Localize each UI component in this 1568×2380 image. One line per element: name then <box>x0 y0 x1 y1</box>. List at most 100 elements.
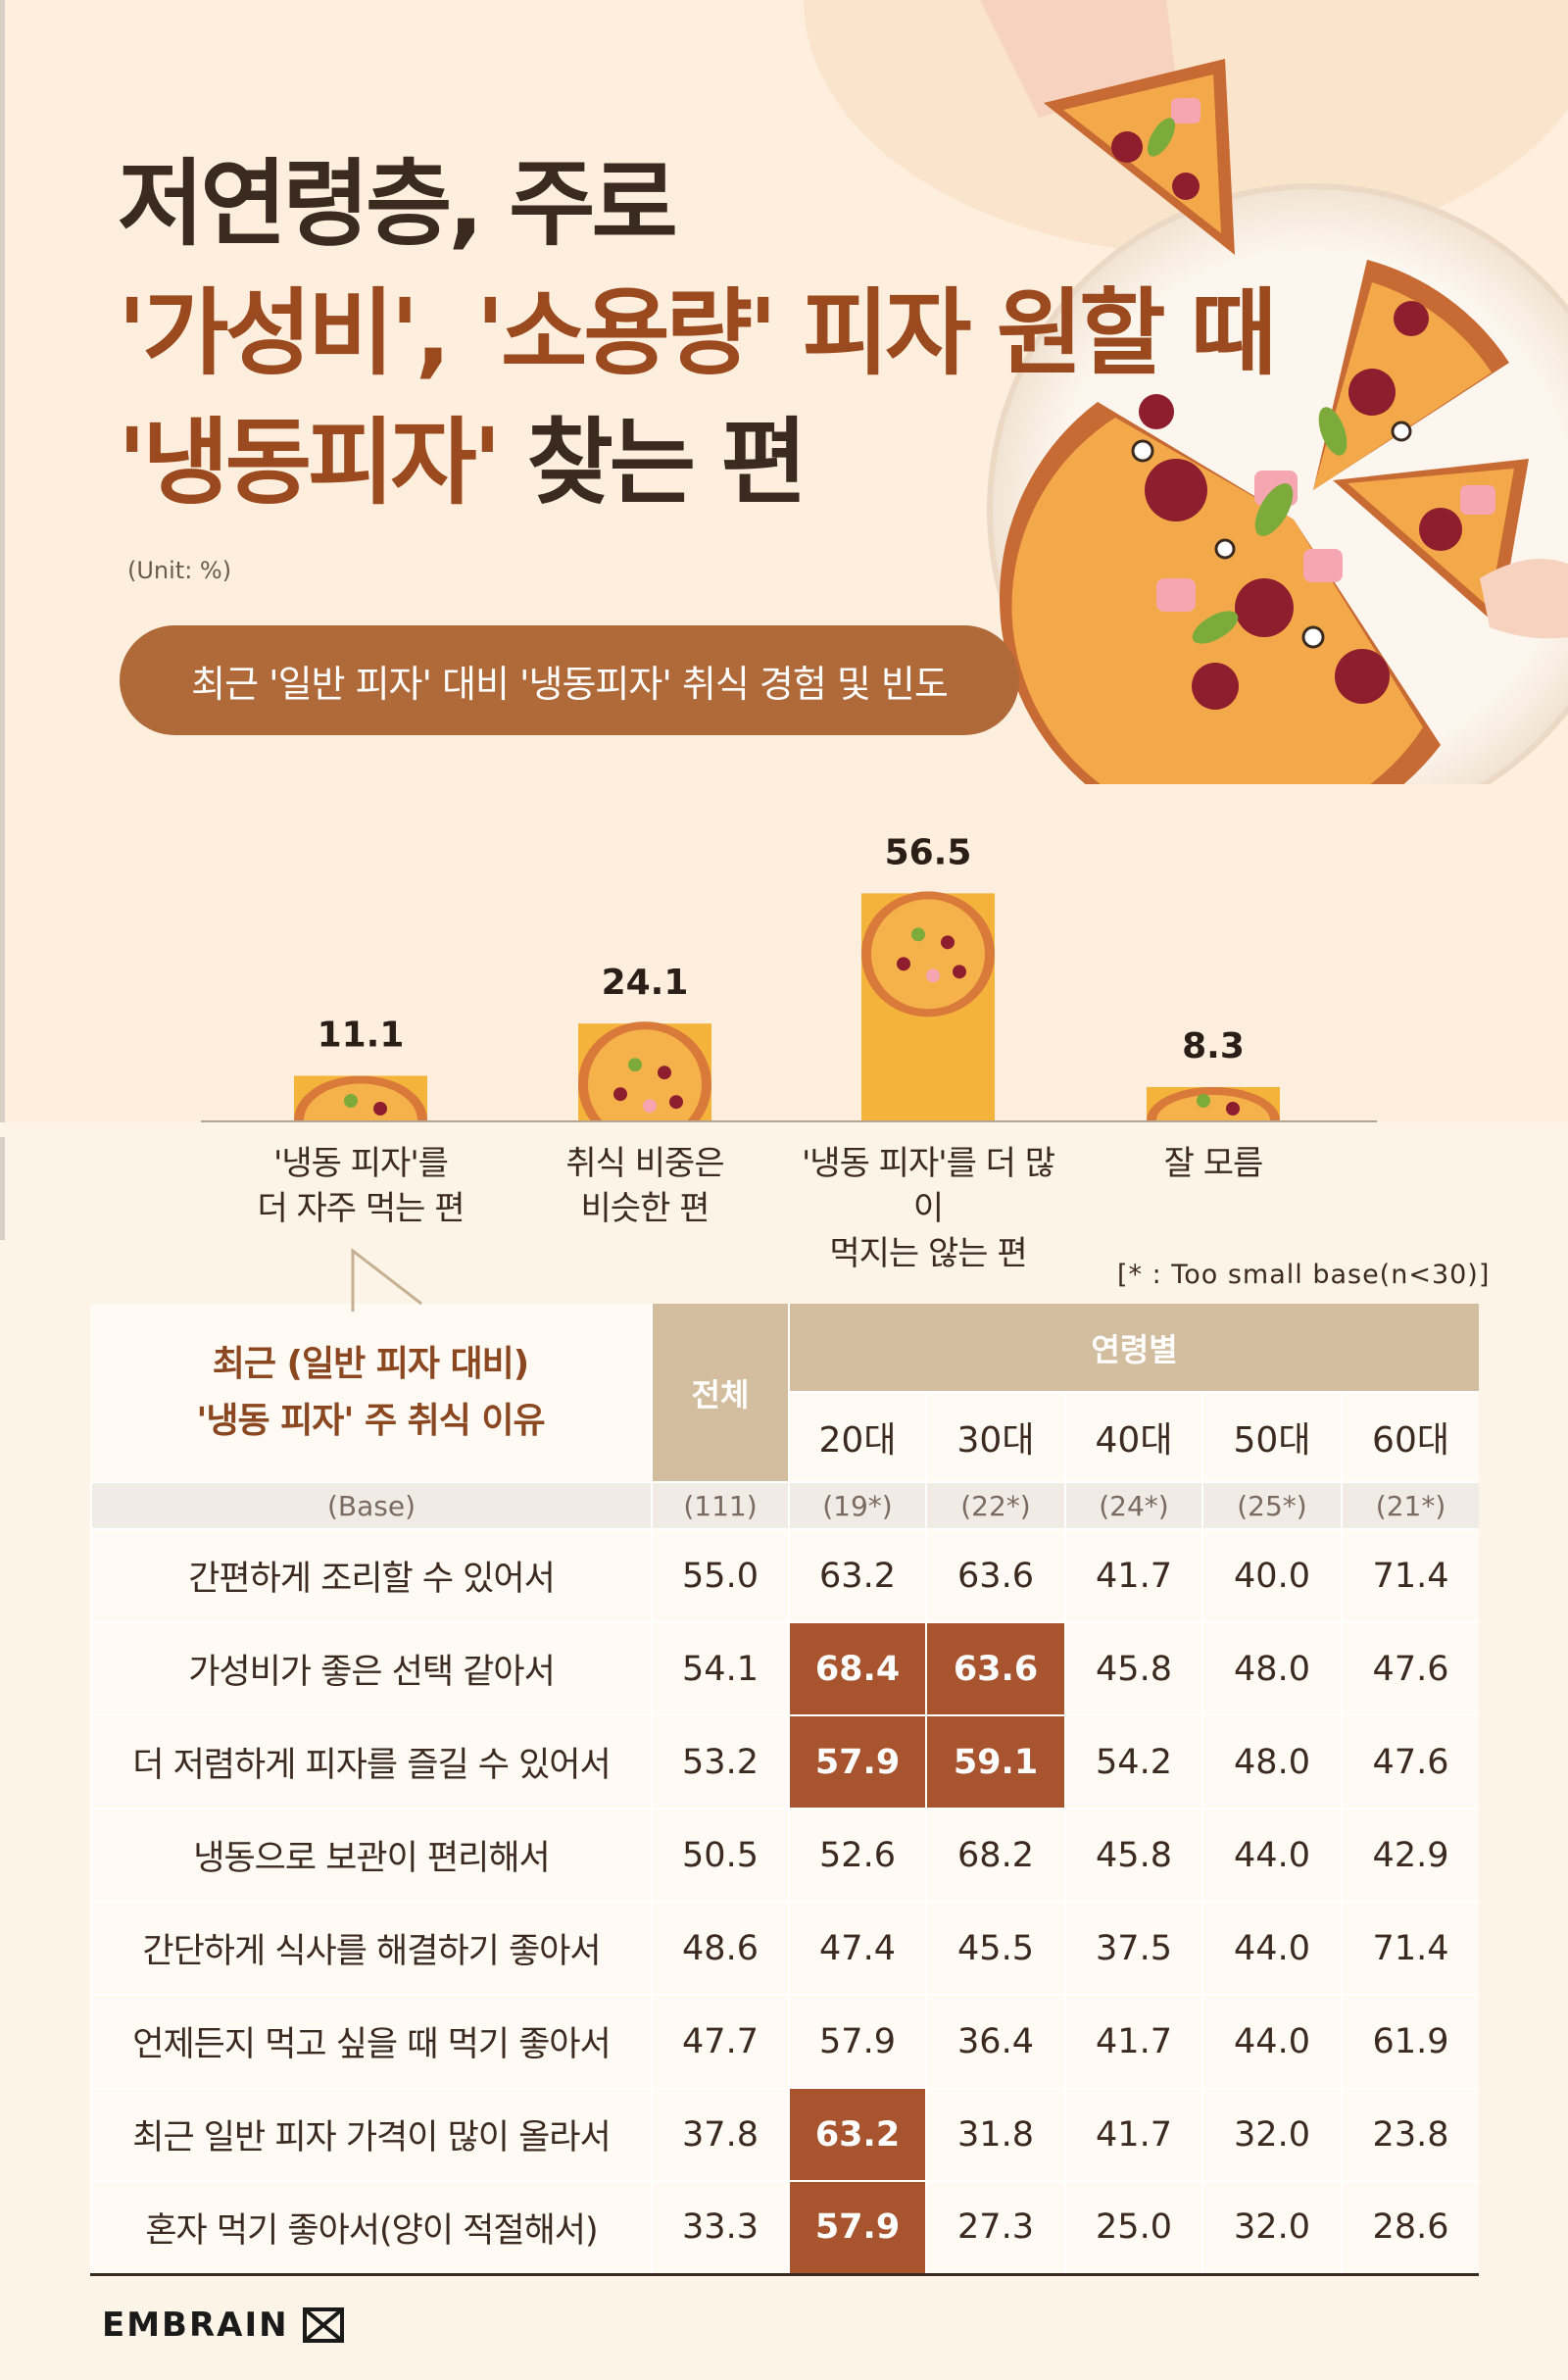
table-cell: 32.0 <box>1201 2181 1342 2276</box>
age-column-header: 50대 <box>1201 1392 1342 1483</box>
table-cell: 68.4 <box>788 1622 926 1716</box>
left-edge-strip <box>0 0 5 1240</box>
table-cell: 45.8 <box>1064 1809 1202 1903</box>
table-cell: 57.9 <box>788 1715 926 1810</box>
baseline-mask <box>0 1122 1568 1137</box>
table-cell: 53.2 <box>651 1715 789 1810</box>
pizza-illustration-icon <box>980 0 1568 784</box>
table-row: 간편하게 조리할 수 있어서 55.0 63.2 63.6 41.7 40.0 71.4 <box>90 1529 1480 1623</box>
table-cell: 44.0 <box>1201 1809 1342 1903</box>
table-cell: 50.5 <box>651 1809 789 1903</box>
small-base-note: [* : Too small base(n<30)] <box>1117 1260 1491 1290</box>
row-label: 혼자 먹기 좋아서(양이 적절해서) <box>90 2181 652 2276</box>
topping <box>373 1102 387 1116</box>
topping <box>344 1094 358 1108</box>
row-label: 언제든지 먹고 싶을 때 먹기 좋아서 <box>90 1995 652 2089</box>
topping <box>669 1095 683 1110</box>
table-cell: 23.8 <box>1340 2088 1480 2182</box>
age-header-row: 20대 30대 40대 50대 60대 <box>91 1392 1480 1483</box>
table-cell: 45.8 <box>1064 1622 1202 1716</box>
table-row: 간단하게 식사를 해결하기 좋아서 48.6 47.4 45.5 37.5 44.0 71.… <box>90 1902 1480 1996</box>
base-value: (25*) <box>1201 1482 1342 1530</box>
table-cell: 47.4 <box>788 1902 926 1996</box>
title-line-3: '냉동피자' 찾는 편 <box>118 416 808 510</box>
row-label: 최근 일반 피자 가격이 많이 올라서 <box>90 2088 652 2182</box>
category-label: 취식 비중은 비슷한 편 <box>565 1144 724 1228</box>
age-column-header: 30대 <box>925 1392 1065 1483</box>
row-label: 간편하게 조리할 수 있어서 <box>90 1529 652 1623</box>
table-cell: 48.0 <box>1201 1715 1342 1810</box>
table-cell: 37.8 <box>651 2088 789 2182</box>
age-column-header: 60대 <box>1340 1392 1480 1483</box>
section-pill: 최근 '일반 피자' 대비 '냉동피자' 취식 경험 및 빈도 <box>120 625 1019 735</box>
table-cell: 41.7 <box>1064 1995 1202 2089</box>
table-row: 혼자 먹기 좋아서(양이 적절해서) 33.3 57.9 27.3 25.0 32.0 28… <box>90 2181 1480 2276</box>
unit-label: (Unit: %) <box>127 557 232 584</box>
table-cell: 54.1 <box>651 1622 789 1716</box>
table-cell: 37.5 <box>1064 1902 1202 1996</box>
table-cell: 32.0 <box>1201 2088 1342 2182</box>
table-cell: 27.3 <box>925 2181 1065 2276</box>
callout-line-2: '냉동 피자' 주 취식 이유 <box>196 1401 545 1441</box>
table-cell: 40.0 <box>1201 1529 1342 1623</box>
topping <box>953 965 966 979</box>
table-cell: 41.7 <box>1064 2088 1202 2182</box>
title-line-1: 저연령층, 주로 <box>118 149 678 259</box>
bar-chart: 11.1 24.1 56.5 8.3 <box>0 832 1568 1137</box>
table-cell: 55.0 <box>651 1529 789 1623</box>
title-line-2: '가성비', '소용량' 피자 원할 때 <box>118 278 1277 388</box>
title-line-3-accent: '냉동피자' <box>118 408 502 518</box>
age-group-header: 연령별 <box>787 1304 1480 1393</box>
baseline <box>201 1120 1377 1122</box>
table-cell: 44.0 <box>1201 1902 1342 1996</box>
table-cell: 57.9 <box>788 1995 926 2089</box>
base-value: (24*) <box>1064 1482 1202 1530</box>
base-value: (111) <box>651 1482 789 1530</box>
table-row: 냉동으로 보관이 편리해서 50.5 52.6 68.2 45.8 44.0 42.9 <box>90 1809 1480 1903</box>
topping <box>628 1058 642 1072</box>
base-value: (21*) <box>1340 1482 1480 1530</box>
table-cell: 31.8 <box>925 2088 1065 2182</box>
table-cell: 59.1 <box>925 1715 1065 1810</box>
table-cell: 47.6 <box>1340 1622 1480 1716</box>
callout-pointer <box>351 1247 422 1312</box>
table-cell: 36.4 <box>925 1995 1065 2089</box>
reasons-table: 전체 연령별 20대 30대 40대 50대 60대 (Base) (111) (19*)(… <box>90 1304 1480 2276</box>
table-cell: 47.7 <box>651 1995 789 2089</box>
age-column-header: 20대 <box>788 1392 926 1483</box>
table-cell: 52.6 <box>788 1809 926 1903</box>
base-label: (Base) <box>90 1482 652 1530</box>
table-cell: 48.6 <box>651 1902 789 1996</box>
bar-value-label: 11.1 <box>318 1015 405 1055</box>
table-cell: 33.3 <box>651 2181 789 2276</box>
table-body: 간편하게 조리할 수 있어서 55.0 63.2 63.6 41.7 40.0 71.4 가성… <box>90 1529 1480 2276</box>
category-label: '냉동 피자'를 더 자주 먹는 편 <box>257 1144 465 1228</box>
table-cell: 45.5 <box>925 1902 1065 1996</box>
base-value: (22*) <box>925 1482 1065 1530</box>
table-cell: 41.7 <box>1064 1529 1202 1623</box>
callout-line-1: 최근 (일반 피자 대비) <box>212 1344 529 1385</box>
category-label: '냉동 피자'를 더 많이 먹지는 않는 편 <box>801 1144 1055 1273</box>
topping <box>658 1066 671 1080</box>
row-label: 더 저렴하게 피자를 즐길 수 있어서 <box>90 1715 652 1810</box>
row-label: 간단하게 식사를 해결하기 좋아서 <box>90 1902 652 1996</box>
base-value: (19*) <box>788 1482 926 1530</box>
topping <box>1226 1102 1240 1116</box>
title-line-3-rest: 찾는 편 <box>498 408 807 518</box>
table-cell: 25.0 <box>1064 2181 1202 2276</box>
table-cell: 48.0 <box>1201 1622 1342 1716</box>
pizza-cap <box>871 899 985 1010</box>
topping <box>911 927 925 942</box>
category-label: 잘 모름 <box>1163 1144 1264 1183</box>
bar-3 <box>861 891 995 1120</box>
base-row: (Base) (111) (19*) (22*) (24*) (25*) (21*) <box>90 1482 1480 1530</box>
topping <box>941 935 955 950</box>
embrain-logo-icon <box>302 2307 344 2343</box>
table-row: 더 저렴하게 피자를 즐길 수 있어서 53.2 57.9 59.1 54.2 48.0 4… <box>90 1715 1480 1810</box>
total-header: 전체 <box>651 1304 789 1483</box>
topping <box>926 968 940 983</box>
bar-value-label: 8.3 <box>1182 1026 1245 1066</box>
age-column-header: 40대 <box>1064 1392 1202 1483</box>
bar-value-label: 56.5 <box>885 832 972 872</box>
row-label: 가성비가 좋은 선택 같아서 <box>90 1622 652 1716</box>
